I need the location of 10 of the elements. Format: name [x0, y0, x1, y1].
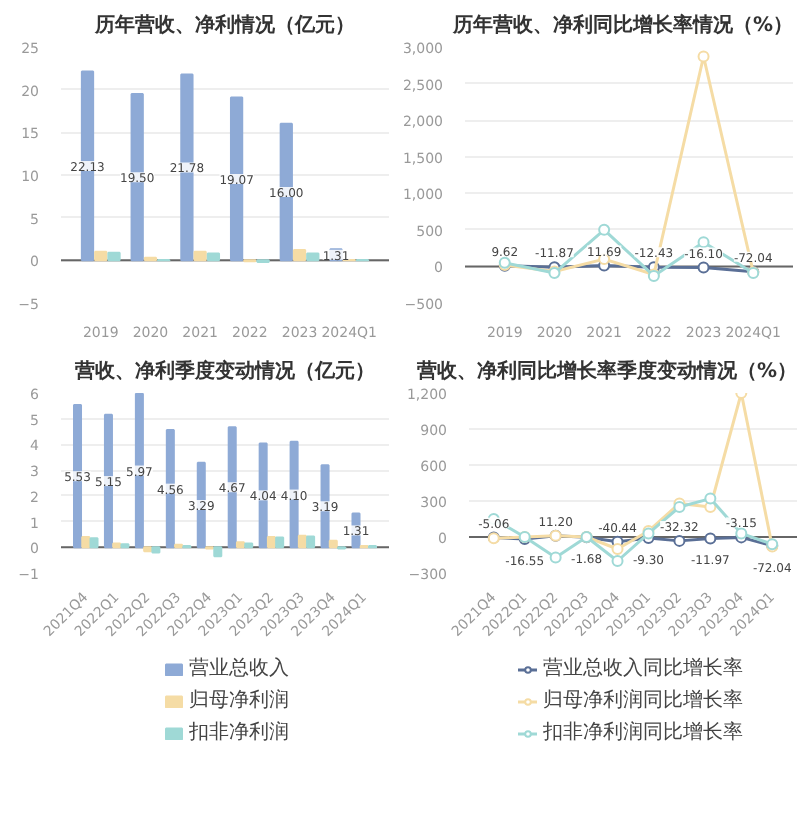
chart-title: 营收、净利同比增长率季度变动情况（%） — [414, 359, 798, 383]
legend-label: 营业总收入 — [189, 655, 289, 682]
chart-title: 历年营收、净利情况（亿元） — [93, 13, 355, 37]
legend-label: 扣非净利润 — [189, 719, 289, 746]
chart-title: 营收、净利季度变动情况（亿元） — [73, 359, 375, 383]
chart-title: 历年营收、净利同比增长率情况（%） — [450, 13, 794, 37]
legend-label: 归母净利润 — [189, 687, 289, 714]
legend-label: 归母净利润同比增长率 — [543, 687, 743, 714]
legend-label: 营业总收入同比增长率 — [543, 655, 743, 682]
legend-label: 扣非净利润同比增长率 — [543, 719, 743, 746]
